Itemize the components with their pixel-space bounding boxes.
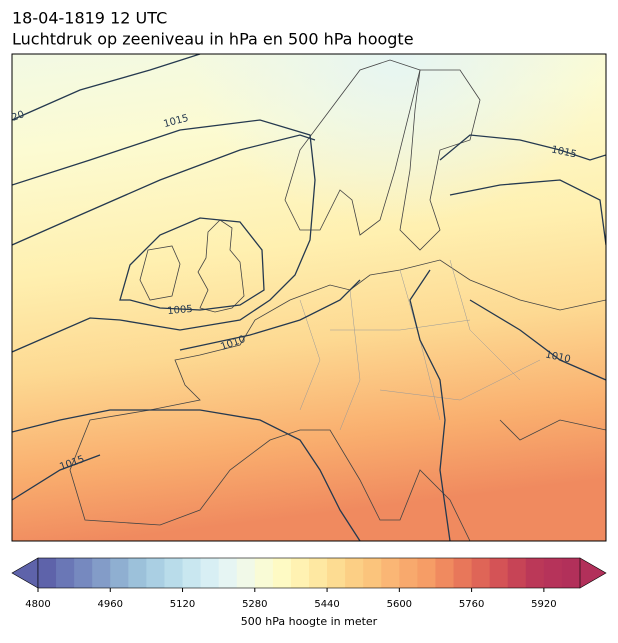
colorbar-box bbox=[290, 558, 310, 588]
colorbar-box bbox=[128, 558, 147, 588]
colorbar-box bbox=[92, 558, 111, 588]
colorbar-tick-label: 5920 bbox=[531, 599, 556, 610]
colorbar-box bbox=[254, 558, 274, 588]
colorbar-tick-label: 4960 bbox=[98, 599, 123, 610]
colorbar-box bbox=[218, 558, 238, 588]
contour-label: 1005 bbox=[167, 304, 193, 317]
colorbar-frame bbox=[37, 557, 581, 589]
colorbar-tick-label: 5280 bbox=[242, 599, 267, 610]
colorbar-box bbox=[146, 558, 165, 588]
colorbar-box bbox=[272, 558, 292, 588]
colorbar-box bbox=[56, 558, 75, 588]
colorbar-box bbox=[74, 558, 93, 588]
colorbar-box bbox=[345, 558, 364, 588]
map bbox=[12, 54, 606, 541]
colorbar-box bbox=[164, 558, 184, 588]
colorbar-box bbox=[236, 558, 256, 588]
subtitle: Luchtdruk op zeeniveau in hPa en 500 hPa… bbox=[12, 30, 414, 49]
colorbar-box bbox=[381, 558, 400, 588]
colorbar-extend-low bbox=[11, 557, 39, 589]
colorbar-tick-label: 5600 bbox=[387, 599, 412, 610]
colorbar-tick-label: 5760 bbox=[459, 599, 484, 610]
colorbar-box bbox=[525, 558, 545, 588]
colorbar-box bbox=[561, 558, 581, 588]
colorbar-box bbox=[38, 558, 57, 588]
colorbar-box bbox=[309, 558, 328, 588]
map-frame bbox=[11, 53, 607, 542]
colorbar-box bbox=[327, 558, 346, 588]
colorbar-box bbox=[507, 558, 527, 588]
colorbar-label: 500 hPa hoogte in meter bbox=[241, 615, 378, 628]
contour-label: 20 bbox=[10, 109, 26, 124]
colorbar-extend-high bbox=[579, 557, 607, 589]
colorbar-box bbox=[182, 558, 202, 588]
contour-label: 1015 bbox=[550, 144, 577, 160]
colorbar-box bbox=[435, 558, 455, 588]
colorbar-tick-label: 5120 bbox=[170, 599, 195, 610]
colorbar-box bbox=[471, 558, 491, 588]
colorbar-box bbox=[453, 558, 473, 588]
colorbar-tick-label: 5440 bbox=[314, 599, 339, 610]
colorbar-box bbox=[417, 558, 436, 588]
colorbar-box bbox=[110, 558, 129, 588]
colorbar-box bbox=[543, 558, 563, 588]
colorbar-box bbox=[363, 558, 382, 588]
colorbar-box bbox=[489, 558, 509, 588]
title: 18-04-1819 12 UTC bbox=[12, 9, 167, 28]
colorbar-box bbox=[200, 558, 220, 588]
contour-label: 1010 bbox=[544, 349, 571, 365]
colorbar-tick-label: 4800 bbox=[25, 599, 50, 610]
colorbar-box bbox=[399, 558, 418, 588]
